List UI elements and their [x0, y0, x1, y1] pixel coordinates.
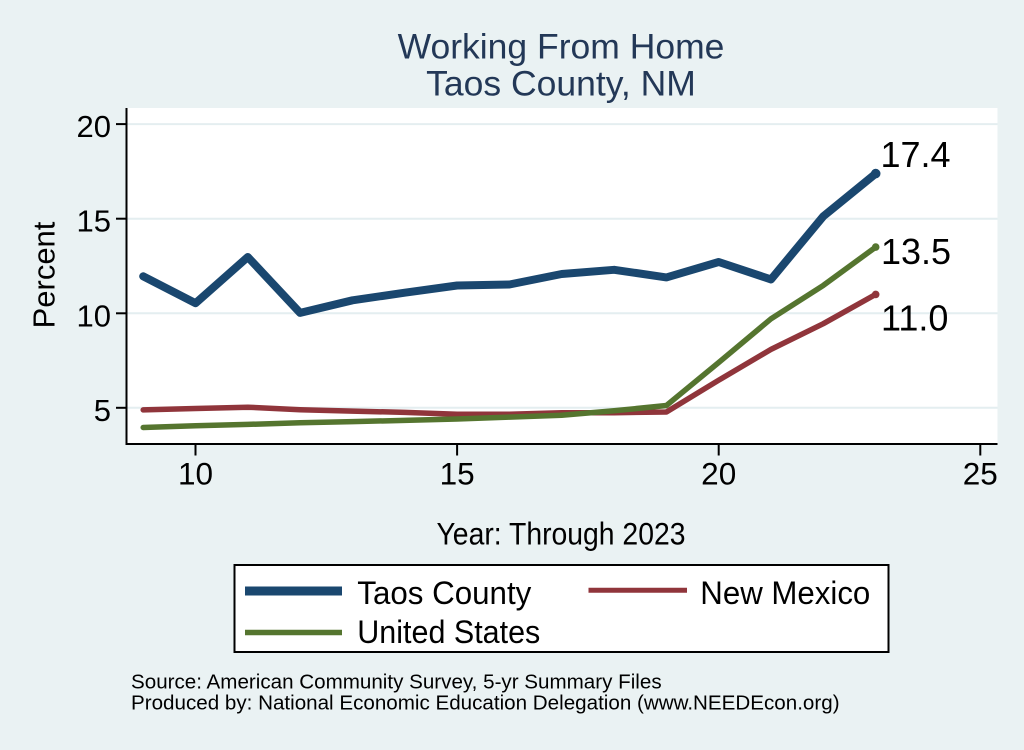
svg-text:United States: United States [357, 614, 540, 650]
svg-text:20: 20 [701, 455, 736, 491]
svg-text:Taos County: Taos County [357, 575, 531, 611]
svg-text:Source: American Community Sur: Source: American Community Survey, 5-yr … [131, 671, 662, 694]
svg-text:Year: Through 2023: Year: Through 2023 [437, 516, 686, 551]
svg-text:Working From Home: Working From Home [398, 27, 725, 67]
svg-text:17.4: 17.4 [881, 134, 951, 175]
svg-text:11.0: 11.0 [881, 297, 948, 338]
svg-text:15: 15 [440, 455, 475, 491]
svg-text:10: 10 [178, 455, 213, 491]
svg-text:13.5: 13.5 [881, 231, 951, 272]
svg-text:10: 10 [77, 298, 111, 333]
svg-text:Produced by: National Economic: Produced by: National Economic Education… [131, 692, 840, 715]
svg-text:5: 5 [94, 393, 111, 428]
svg-text:15: 15 [77, 204, 111, 239]
svg-text:New Mexico: New Mexico [700, 575, 870, 611]
svg-text:Taos County, NM: Taos County, NM [426, 64, 696, 104]
svg-text:20: 20 [77, 109, 111, 144]
svg-text:25: 25 [963, 455, 998, 491]
svg-text:Percent: Percent [26, 221, 61, 328]
